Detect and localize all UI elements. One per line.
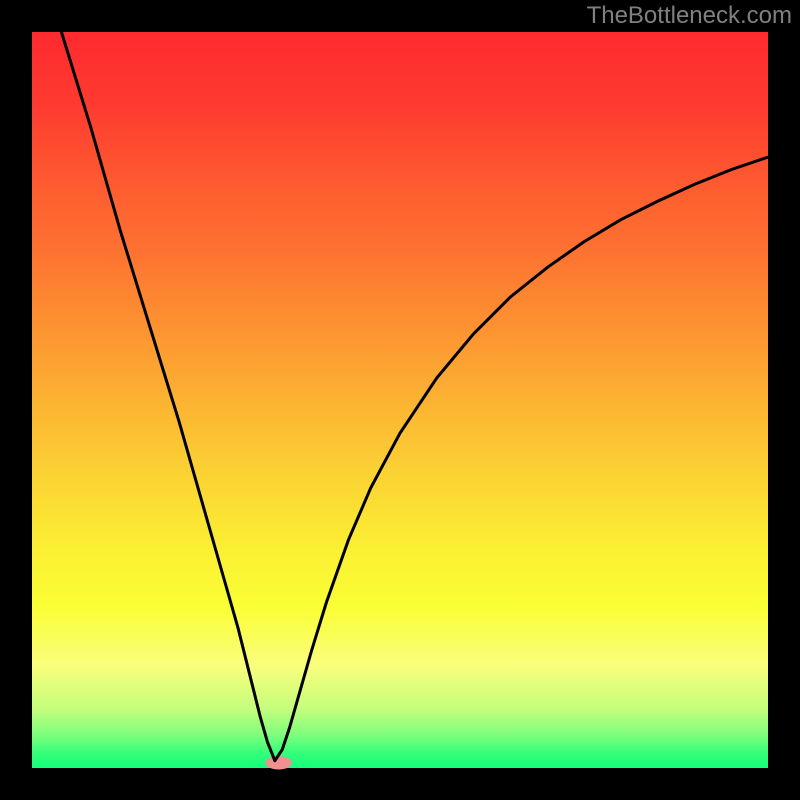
watermark-text: TheBottleneck.com — [587, 2, 792, 30]
chart-container: TheBottleneck.com — [0, 0, 800, 800]
chart-border — [0, 768, 800, 800]
chart-border — [768, 0, 800, 800]
chart-background — [32, 32, 768, 768]
chart-border — [0, 0, 32, 800]
sweet-spot-marker — [265, 756, 291, 769]
bottleneck-chart — [0, 0, 800, 800]
